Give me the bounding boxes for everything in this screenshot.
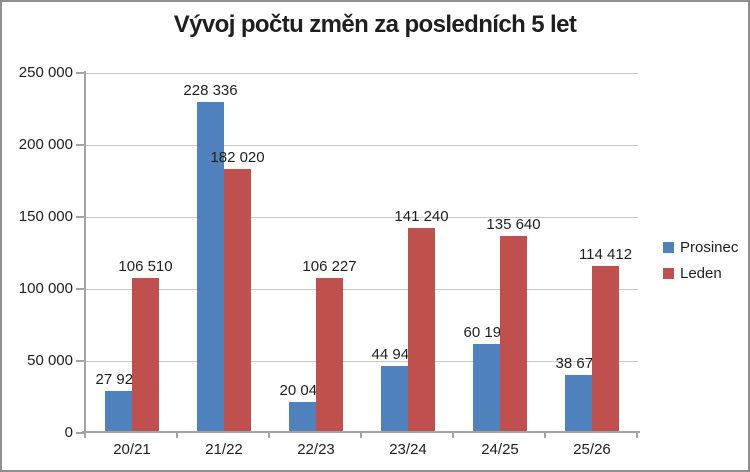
legend: Prosinec Leden (663, 240, 738, 292)
y-axis-tick (76, 432, 84, 434)
gridline (86, 217, 638, 218)
legend-label: Prosinec (680, 239, 739, 256)
bar-prosinec: 44 944 (372, 346, 417, 431)
x-axis-category-label: 23/24 (389, 441, 427, 458)
y-axis-tick-label: 100 000 (18, 280, 73, 297)
data-label: 106 510 (118, 257, 173, 275)
gridline (86, 289, 638, 290)
legend-label: Leden (680, 265, 722, 282)
data-label: 182 020 (210, 148, 265, 166)
bar-leden: 106 227 (302, 258, 357, 431)
bar-prosinec: 38 678 (556, 355, 601, 431)
x-axis-category-label: 21/22 (205, 441, 243, 458)
bar-leden: 141 240 (394, 208, 449, 431)
x-axis-tick (544, 433, 546, 438)
y-axis-tick-label: 150 000 (18, 208, 73, 225)
x-axis-tick (360, 433, 362, 438)
bar-prosinec: 20 045 (280, 382, 325, 431)
x-axis-tick (84, 433, 86, 438)
legend-item: Prosinec (663, 240, 738, 255)
x-axis-tick (268, 433, 270, 438)
legend-item: Leden (663, 266, 738, 281)
bar-prosinec: 60 193 (464, 324, 509, 431)
bar-group: 228 336 182 020 (178, 73, 270, 431)
x-axis-category-label: 25/26 (573, 441, 611, 458)
y-axis-tick (76, 144, 84, 146)
bar-group: 38 678 114 412 (546, 73, 638, 431)
x-axis-line (82, 431, 640, 433)
data-label: 228 336 (183, 82, 238, 100)
x-axis-category-label: 22/23 (297, 441, 335, 458)
y-axis-tick-label: 50 000 (27, 352, 73, 369)
legend-swatch-leden (663, 268, 674, 279)
bar-group: 27 926 106 510 (86, 73, 178, 431)
bar-group: 60 193 135 640 (454, 73, 546, 431)
x-axis-tick (452, 433, 454, 438)
data-label: 60 193 (463, 324, 510, 342)
bar-group: 44 944 141 240 (362, 73, 454, 431)
y-axis-tick (76, 360, 84, 362)
y-axis-tick-label: 200 000 (18, 136, 73, 153)
y-axis-tick-label: 0 (64, 424, 73, 441)
data-label: 114 412 (578, 246, 633, 264)
data-label: 106 227 (302, 258, 357, 276)
y-axis-tick (76, 288, 84, 290)
data-label: 135 640 (486, 215, 541, 233)
y-axis-tick (76, 216, 84, 218)
bar-prosinec: 27 926 (96, 371, 141, 431)
legend-swatch-prosinec (663, 242, 674, 253)
gridline (86, 73, 638, 74)
x-axis-tick (176, 433, 178, 438)
data-label: 44 944 (371, 346, 418, 364)
data-label: 141 240 (394, 207, 449, 225)
bar-prosinec: 228 336 (183, 82, 238, 431)
y-axis-tick-label: 250 000 (18, 64, 73, 81)
bar-leden: 135 640 (486, 216, 541, 431)
x-axis-tick (636, 433, 638, 438)
y-axis-line (84, 71, 86, 433)
data-label: 27 926 (95, 370, 142, 388)
chart-title: Vývoj počtu změn za posledních 5 let (173, 11, 577, 38)
bar-leden: 182 020 (210, 149, 265, 431)
gridline (86, 145, 638, 146)
bar-leden: 114 412 (579, 246, 632, 431)
x-axis-category-label: 24/25 (481, 441, 519, 458)
y-axis-tick (76, 72, 84, 74)
bar-group: 20 045 106 227 (270, 73, 362, 431)
data-label: 38 678 (555, 355, 602, 373)
bar-leden: 106 510 (118, 258, 173, 431)
x-axis-category-label: 20/21 (113, 441, 151, 458)
plot-area: 27 926 106 510 228 336 182 020 20 045 106 227… (86, 73, 638, 431)
gridline (86, 361, 638, 362)
data-label: 20 045 (279, 382, 326, 400)
